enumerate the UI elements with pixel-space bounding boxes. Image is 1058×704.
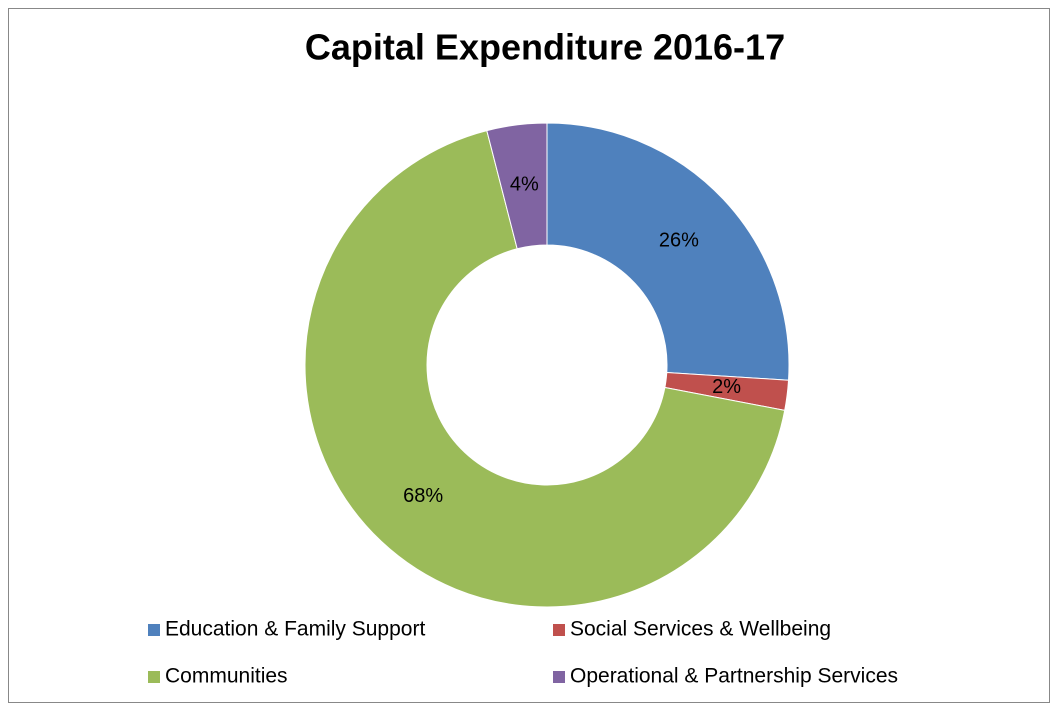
legend-label: Social Services & Wellbeing xyxy=(570,618,831,641)
data-label: 4% xyxy=(510,174,539,196)
donut-segment xyxy=(486,122,548,250)
legend-label: Education & Family Support xyxy=(165,618,425,641)
donut-segment xyxy=(304,129,786,608)
data-label: 68% xyxy=(403,485,443,507)
legend-swatch xyxy=(148,624,160,636)
legend-swatch xyxy=(553,624,565,636)
legend-label: Communities xyxy=(165,665,288,688)
data-label: 26% xyxy=(659,229,699,251)
donut-segment xyxy=(546,122,790,381)
legend-swatch xyxy=(148,671,160,683)
data-label: 2% xyxy=(712,376,741,398)
chart-title: Capital Expenditure 2016-17 xyxy=(305,27,785,68)
legend-label: Operational & Partnership Services xyxy=(570,665,898,688)
legend-swatch xyxy=(553,671,565,683)
